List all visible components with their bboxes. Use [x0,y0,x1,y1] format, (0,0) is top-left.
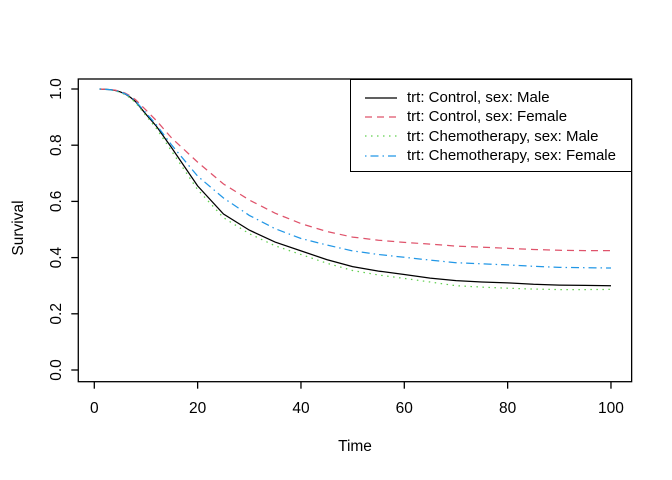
legend-line-sample-dotted [365,135,397,137]
survival-curve-3 [99,88,612,269]
y-axis-tick-label: 0.6 [48,191,65,213]
survival-curve-1 [99,88,611,252]
y-axis-tick-label: 0.2 [48,303,65,325]
y-axis-tick-label: 1.0 [48,78,65,100]
x-axis-tick-label: 60 [396,400,414,417]
legend-entry-label: trt: Control, sex: Male [407,89,550,107]
legend-entry-label: trt: Chemotherapy, sex: Male [407,127,599,145]
legend: trt: Control, sex: Male trt: Control, se… [350,79,632,172]
survival-curve-2 [99,88,612,291]
y-axis-tick-label: 0.8 [48,134,65,156]
legend-entry-label: trt: Control, sex: Female [407,108,568,126]
legend-line-sample-solid [365,96,397,99]
legend-entry: trt: Chemotherapy, sex: Female [351,146,631,165]
x-axis-tick-label: 80 [499,400,517,417]
y-axis-title: Survival [10,200,27,256]
x-axis-tick-label: 20 [189,400,207,417]
legend-line-sample-dashed [365,116,397,118]
legend-line-sample-dashdot [365,154,397,157]
plot-box [77,78,633,383]
x-axis-tick-label: 40 [292,400,310,417]
y-axis-tick-label: 0.0 [48,359,65,381]
y-axis-tick-label: 0.4 [48,246,65,268]
legend-entry: trt: Chemotherapy, sex: Male [351,127,631,146]
legend-entry: trt: Control, sex: Male [351,88,631,107]
x-axis-title: Time [338,438,372,455]
legend-entry-label: trt: Chemotherapy, sex: Female [407,147,616,165]
legend-entry: trt: Control, sex: Female [351,107,631,126]
x-axis-tick-label: 100 [598,400,624,417]
x-axis-tick-label: 0 [90,400,99,417]
